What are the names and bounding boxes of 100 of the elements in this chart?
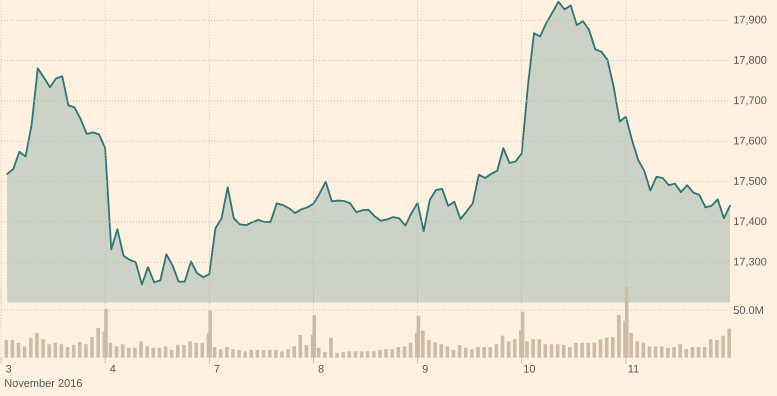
bar [90, 337, 94, 358]
bar [329, 338, 333, 358]
bar [610, 337, 615, 358]
bar [390, 349, 394, 358]
bar [96, 328, 100, 358]
bar [604, 338, 608, 358]
bar [562, 344, 566, 358]
bar [537, 339, 542, 358]
bar [654, 346, 658, 358]
bar [580, 342, 584, 358]
bar [678, 344, 682, 358]
bar [354, 351, 358, 358]
bar [360, 351, 364, 358]
bar [439, 344, 444, 358]
bar [531, 339, 535, 358]
bar [72, 344, 76, 358]
bar [574, 342, 578, 358]
bar [250, 350, 254, 358]
bar [323, 352, 327, 358]
bar [231, 349, 235, 358]
bar [598, 339, 602, 358]
bar [262, 350, 266, 358]
bar [458, 344, 462, 358]
bar [35, 332, 39, 358]
bar [684, 349, 688, 358]
bar [372, 351, 376, 358]
bar [494, 344, 498, 358]
bar [396, 347, 400, 358]
x-tick-label: 3 [6, 364, 12, 373]
bar [280, 351, 284, 358]
y-tick-label: 17,300 [734, 258, 766, 267]
bar [544, 344, 548, 358]
y-tick-label: 17,900 [734, 16, 766, 25]
bar [488, 347, 492, 358]
bar [114, 346, 118, 358]
bar [286, 349, 290, 358]
y-tick-label: 17,600 [734, 136, 766, 146]
bar [104, 308, 108, 358]
bar [470, 349, 474, 358]
bar [194, 342, 198, 358]
bar [16, 342, 20, 358]
x-tick-label: 10 [524, 364, 536, 373]
bar [500, 336, 504, 358]
bar [22, 346, 26, 358]
bar [182, 344, 186, 358]
bar [176, 344, 180, 358]
y-tick-label: 17,400 [734, 217, 766, 226]
bar [188, 341, 192, 358]
bar [139, 341, 143, 358]
x-axis-title: November 2016 [5, 378, 82, 387]
bar [550, 344, 554, 358]
bar [66, 347, 70, 358]
x-tick-label: 7 [214, 364, 220, 372]
bar [256, 350, 260, 358]
bar [476, 347, 480, 358]
bar [4, 340, 8, 358]
bar [152, 348, 156, 358]
bar [243, 351, 247, 358]
bar [237, 350, 241, 358]
bar [402, 346, 406, 358]
bar [642, 342, 646, 358]
bar [666, 348, 670, 358]
bar [482, 347, 486, 358]
bar [53, 342, 58, 358]
bar [715, 340, 719, 358]
bar [225, 347, 229, 358]
bar [512, 339, 517, 358]
bar [384, 349, 388, 358]
x-tick-label: 11 [628, 364, 639, 372]
bar [464, 348, 468, 358]
bar [433, 342, 437, 358]
bar [592, 342, 596, 358]
bar [170, 350, 174, 358]
bar [727, 328, 731, 358]
bar [28, 338, 33, 358]
bar [304, 344, 308, 358]
ref-line-label: 50.0M [734, 306, 763, 314]
bar [556, 344, 560, 358]
bar [164, 346, 168, 358]
bar [145, 346, 149, 358]
bar [660, 346, 664, 358]
bar [708, 339, 713, 358]
bar [721, 336, 725, 358]
x-tick-label: 8 [318, 364, 324, 373]
bar [335, 352, 339, 358]
y-tick-label: 17,800 [734, 56, 766, 66]
bar [341, 352, 346, 358]
x-tick-label: 9 [422, 364, 428, 373]
bar [617, 315, 621, 358]
bar [635, 341, 640, 358]
bar [672, 347, 676, 358]
bar [506, 341, 510, 358]
bar [586, 342, 590, 358]
bar [427, 340, 431, 358]
bar [378, 350, 382, 358]
bar [408, 342, 412, 358]
bar [298, 334, 302, 358]
y-tick-label: 17,500 [734, 177, 766, 186]
y-tick-label: 17,700 [734, 96, 766, 106]
bar [446, 346, 450, 358]
